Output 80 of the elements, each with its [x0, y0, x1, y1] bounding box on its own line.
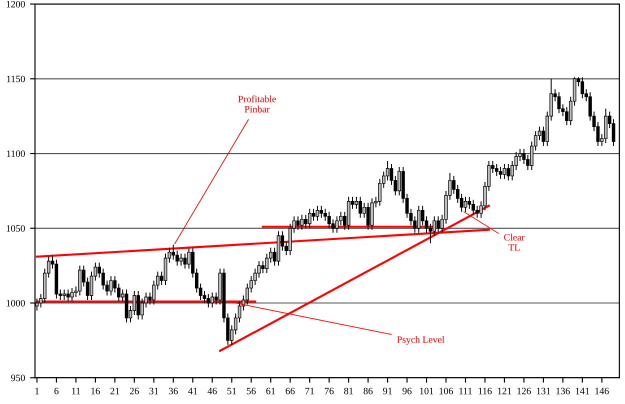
- y-tick-label: 1150: [7, 76, 25, 82]
- x-tick-label: 81: [344, 388, 353, 394]
- candlestick: [346, 196, 350, 230]
- x-tick-label: 26: [130, 388, 139, 394]
- candlestick: [261, 260, 265, 274]
- x-tick-label: 61: [266, 388, 275, 394]
- candlestick: [460, 193, 464, 212]
- x-tick-label: 11: [72, 388, 80, 394]
- candlestick: [472, 199, 475, 216]
- candlestick: [70, 288, 74, 302]
- candlestick: [206, 294, 210, 308]
- candlestick: [502, 164, 506, 180]
- candlestick: [62, 289, 66, 300]
- x-tick-label: 76: [324, 388, 334, 394]
- x-tick-label: 146: [595, 388, 609, 394]
- x-tick-label: 141: [576, 388, 590, 394]
- candlestick: [202, 290, 206, 304]
- candlestick: [316, 205, 320, 222]
- candlestick: [580, 76, 584, 99]
- candlestick: [124, 289, 128, 323]
- y-tick-label: 1100: [7, 150, 25, 157]
- candlestick: [335, 216, 339, 234]
- candlestick: [304, 214, 308, 229]
- candlestick: [210, 292, 214, 308]
- candlestick: [506, 164, 510, 181]
- annotation: Clear TL: [504, 234, 525, 251]
- x-tick-label: 31: [149, 388, 158, 394]
- x-tick-label: 131: [536, 388, 550, 394]
- candlestick: [386, 160, 390, 181]
- candlestick: [179, 253, 183, 266]
- x-tick-label: 111: [459, 388, 472, 394]
- y-tick-label: 950: [11, 374, 25, 382]
- x-tick-label: 126: [517, 388, 531, 394]
- candlestick: [90, 271, 94, 300]
- y-tick-label: 1200: [6, 0, 25, 8]
- candlestick: [78, 265, 82, 296]
- candlestick: [300, 214, 304, 230]
- candlestick: [398, 166, 401, 196]
- x-tick-label: 101: [420, 388, 434, 394]
- x-tick-label: 121: [498, 388, 512, 394]
- candlestick: [494, 164, 498, 176]
- candlestick: [327, 211, 331, 229]
- x-tick-label: 56: [246, 388, 256, 394]
- candlestick: [468, 196, 472, 210]
- candlestick: [498, 166, 502, 180]
- x-tick-label: 21: [110, 388, 120, 394]
- candlestick: [522, 148, 526, 164]
- x-tick-label: 41: [188, 388, 198, 394]
- annotation: Profitable Pinbar: [238, 95, 276, 112]
- candlestick: [358, 196, 362, 218]
- candlestick: [604, 108, 608, 144]
- x-tick-label: 6: [54, 388, 59, 394]
- x-tick-label: 136: [556, 388, 570, 394]
- x-tick-label: 46: [208, 388, 217, 394]
- x-tick-label: 66: [286, 388, 295, 394]
- candlestick: [312, 208, 316, 222]
- candlestick: [109, 276, 113, 296]
- x-tick-label: 71: [305, 388, 314, 394]
- candlestick: [66, 289, 70, 302]
- candlestick: [187, 247, 191, 270]
- x-tick-label: 91: [383, 388, 392, 394]
- x-tick-label: 16: [91, 388, 100, 394]
- candlestick: [320, 205, 324, 218]
- candlestick: [113, 276, 117, 294]
- candlestick: [354, 196, 358, 210]
- y-tick-label: 1050: [6, 225, 25, 232]
- candlestick: [417, 205, 420, 234]
- candlestick: [436, 216, 440, 234]
- x-tick-label: 116: [478, 388, 492, 394]
- candlestick: [366, 202, 370, 230]
- annotation: Psych Level: [397, 336, 444, 345]
- x-tick-label: 51: [227, 388, 236, 394]
- candlestick: [136, 290, 140, 320]
- x-tick-label: 96: [402, 388, 412, 394]
- x-tick-label: 1: [35, 388, 39, 394]
- x-tick-label: 36: [168, 388, 178, 394]
- x-tick-label: 106: [440, 388, 454, 394]
- x-tick-label: 86: [364, 388, 373, 394]
- y-tick-label: 1000: [6, 300, 25, 306]
- candlestick: [308, 208, 312, 229]
